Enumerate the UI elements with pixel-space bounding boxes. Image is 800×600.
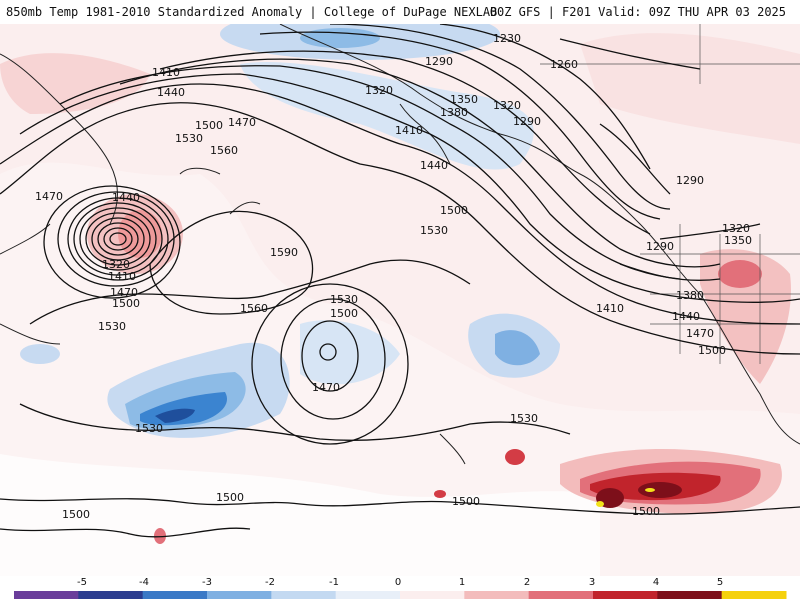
contour-label: 1440 <box>672 310 700 323</box>
contour-label: 1380 <box>440 106 468 119</box>
colorbar-ticks: -5 -4 -3 -2 -1 0 1 2 3 4 5 <box>0 576 800 590</box>
contour-label: 1230 <box>493 32 521 45</box>
contour-label: 1290 <box>646 240 674 253</box>
colorbar-tick: -1 <box>329 577 339 588</box>
warm-anomaly-spot-sw <box>154 528 166 544</box>
map-canvas: 1230 1290 1260 1320 1350 1320 1290 1380 … <box>0 24 800 576</box>
contour-label: 1440 <box>420 159 448 172</box>
warm-anomaly-core-east <box>638 482 682 498</box>
contour-labels: 1230 1290 1260 1320 1350 1320 1290 1380 … <box>35 32 752 521</box>
contour-label: 1290 <box>676 174 704 187</box>
contour-label: 1470 <box>312 381 340 394</box>
contour-label: 1290 <box>425 55 453 68</box>
contour-label: 1470 <box>110 286 138 299</box>
colorbar-tick: -2 <box>265 577 275 588</box>
contour-label: 1380 <box>676 289 704 302</box>
contour-label: 1440 <box>157 86 185 99</box>
contour-label: 1590 <box>270 246 298 259</box>
contour-label: 1440 <box>112 191 140 204</box>
colorbar-bar <box>14 591 787 599</box>
contour-label: 1410 <box>395 124 423 137</box>
contour-label: 1470 <box>686 327 714 340</box>
contour-label: 1500 <box>698 344 726 357</box>
warm-anomaly-spot <box>505 449 525 465</box>
contour-label: 1350 <box>450 93 478 106</box>
cold-anomaly-north-core <box>300 28 380 48</box>
colorbar-segment <box>142 591 208 599</box>
neutral-zone-south <box>0 454 600 576</box>
colorbar-tick: 2 <box>523 577 531 588</box>
warm-anomaly-peak-east <box>645 488 655 492</box>
warm-anomaly-north-america <box>700 249 791 384</box>
contour-label: 1350 <box>724 234 752 247</box>
colorbar-legend: -5 -4 -3 -2 -1 0 1 2 3 4 5 <box>0 576 800 600</box>
contour-label: 1530 <box>135 422 163 435</box>
contour-label: 1500 <box>195 119 223 132</box>
warm-anomaly-peak <box>596 501 604 507</box>
contour-label: 1530 <box>510 412 538 425</box>
height-contours <box>0 24 800 538</box>
colorbar-segment <box>335 591 401 599</box>
cold-anomaly-east-pacific-core <box>495 330 540 366</box>
contour-label: 1530 <box>420 224 448 237</box>
anomaly-map: 1230 1290 1260 1320 1350 1320 1290 1380 … <box>0 24 800 576</box>
colorbar-tick: 5 <box>716 577 724 588</box>
warm-anomaly-north-america-core <box>718 260 762 288</box>
cold-anomaly-central <box>300 320 400 385</box>
model-run-info: 00Z GFS | F201 Valid: 09Z THU APR 03 202… <box>489 5 786 19</box>
colorbar-segment <box>14 591 79 599</box>
colorbar-segment <box>721 591 787 599</box>
colorbar-tick: -5 <box>77 577 87 588</box>
contour-label: 1500 <box>112 297 140 310</box>
colorbar-tick: 3 <box>588 577 596 588</box>
contour-label: 1320 <box>722 222 750 235</box>
contour-label: 1500 <box>440 204 468 217</box>
contour-label: 1530 <box>330 293 358 306</box>
contour-label: 1410 <box>152 66 180 79</box>
contour-label: 1290 <box>513 115 541 128</box>
colorbar-segment <box>400 591 465 599</box>
contour-label: 1530 <box>98 320 126 333</box>
contour-label: 1530 <box>175 132 203 145</box>
contour-label: 1500 <box>216 491 244 504</box>
colorbar-segment <box>528 591 594 599</box>
contour-label: 1410 <box>596 302 624 315</box>
colorbar-tick: -3 <box>202 577 212 588</box>
contour-label: 1500 <box>452 495 480 508</box>
warm-anomaly-northeast <box>580 33 800 145</box>
contour-label: 1500 <box>330 307 358 320</box>
colorbar-segment <box>657 591 723 599</box>
contour-label: 1560 <box>240 302 268 315</box>
contour-label: 1500 <box>62 508 90 521</box>
contour-label: 1470 <box>35 190 63 203</box>
colorbar-segment <box>78 591 144 599</box>
contour-label: 1500 <box>632 505 660 518</box>
contour-label: 1320 <box>493 99 521 112</box>
colorbar-segment <box>207 591 272 599</box>
contour-label: 1470 <box>228 116 256 129</box>
map-title: 850mb Temp 1981-2010 Standardized Anomal… <box>6 5 498 19</box>
cold-anomaly-far-west <box>20 344 60 364</box>
colorbar-segment <box>271 591 337 599</box>
map-header: 850mb Temp 1981-2010 Standardized Anomal… <box>0 0 800 24</box>
contour-label: 1320 <box>102 258 130 271</box>
contour-label: 1560 <box>210 144 238 157</box>
contour-label: 1260 <box>550 58 578 71</box>
contour-label: 1410 <box>108 270 136 283</box>
warm-anomaly-northwest <box>0 53 150 114</box>
cold-anomaly-west-pacific-core <box>155 408 195 423</box>
colorbar-segment <box>593 591 658 599</box>
colorbar-tick: 0 <box>394 577 402 588</box>
warm-anomaly-spot-small <box>434 490 446 498</box>
contour-label: 1320 <box>365 84 393 97</box>
colorbar-tick: 1 <box>458 577 466 588</box>
colorbar-tick: 4 <box>652 577 660 588</box>
colorbar-tick: -4 <box>139 577 149 588</box>
colorbar-segment <box>464 591 530 599</box>
